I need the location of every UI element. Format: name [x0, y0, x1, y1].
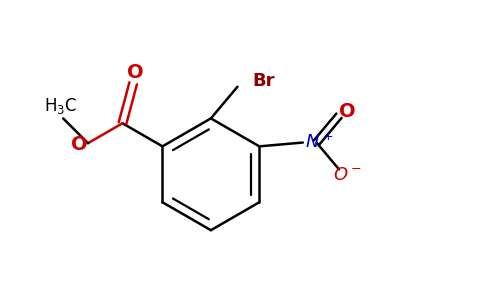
- Text: $\mathregular{H_3C}$: $\mathregular{H_3C}$: [44, 96, 77, 116]
- Text: O: O: [127, 63, 144, 82]
- Text: O: O: [339, 102, 356, 121]
- Text: O: O: [71, 135, 88, 154]
- Text: $O^-$: $O^-$: [333, 166, 363, 184]
- Text: $N^+$: $N^+$: [305, 133, 334, 152]
- Text: Br: Br: [252, 72, 274, 90]
